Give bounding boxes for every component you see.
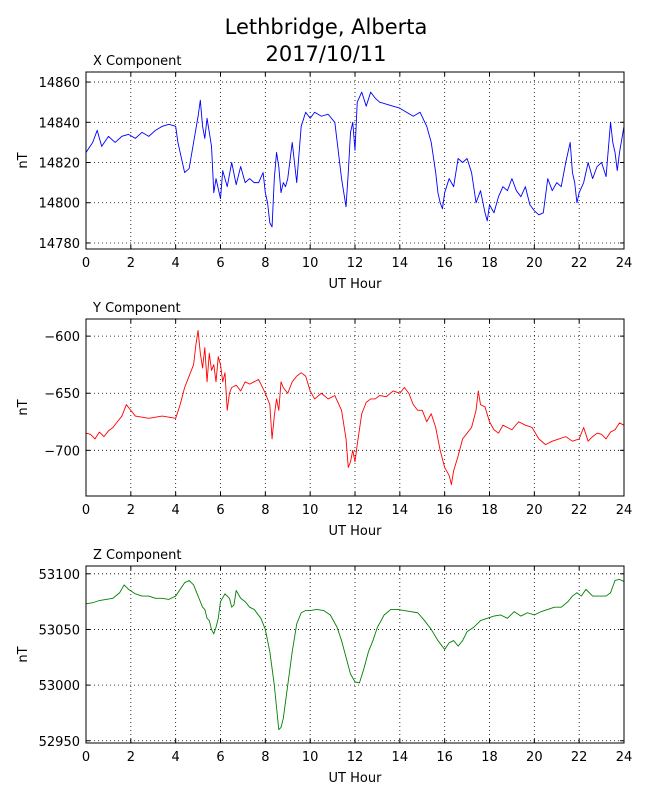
z-ytick-label: 52950 bbox=[39, 735, 80, 750]
z-xtick-label: 20 bbox=[526, 750, 543, 765]
x-component-panel: 0 2 4 6 8 10 12 14 16 18 20 22 241478014800148201484… bbox=[16, 54, 632, 292]
x-xtick-label: 24 bbox=[616, 256, 633, 271]
y-panel-title: Y Component bbox=[92, 301, 181, 316]
figure-title-line1: Lethbridge, Alberta bbox=[225, 15, 428, 39]
y-xtick-label: 10 bbox=[302, 503, 319, 518]
x-xtick-label: 20 bbox=[526, 256, 543, 271]
y-ytick-label: −600 bbox=[44, 330, 80, 345]
y-xtick-label: 14 bbox=[392, 503, 409, 518]
z-xtick-label: 14 bbox=[392, 750, 409, 765]
z-xaxis-label: UT Hour bbox=[329, 771, 383, 786]
x-xaxis-label: UT Hour bbox=[329, 277, 383, 292]
x-ytick-label: 14820 bbox=[39, 157, 80, 172]
x-xtick-label: 12 bbox=[347, 256, 364, 271]
z-xtick-label: 10 bbox=[302, 750, 319, 765]
z-ytick-label: 53000 bbox=[39, 679, 80, 694]
y-data-line bbox=[85, 329, 625, 486]
y-xaxis-label: UT Hour bbox=[329, 524, 383, 539]
y-xtick-label: 2 bbox=[127, 503, 135, 518]
x-ytick-label: 14800 bbox=[39, 197, 80, 212]
x-xtick-label: 0 bbox=[82, 256, 90, 271]
y-ytick-label: −650 bbox=[44, 387, 80, 402]
z-ytick-label: 53100 bbox=[39, 568, 80, 583]
x-xtick-label: 10 bbox=[302, 256, 319, 271]
z-xtick-label: 6 bbox=[216, 750, 224, 765]
y-xtick-label: 6 bbox=[216, 503, 224, 518]
x-xtick-label: 2 bbox=[127, 256, 135, 271]
y-yaxis-label: nT bbox=[16, 399, 31, 415]
z-xtick-label: 24 bbox=[616, 750, 633, 765]
y-xtick-label: 8 bbox=[261, 503, 269, 518]
z-xtick-label: 18 bbox=[481, 750, 498, 765]
figure-title-line2: 2017/10/11 bbox=[265, 42, 386, 66]
z-xtick-label: 8 bbox=[261, 750, 269, 765]
x-ytick-label: 14860 bbox=[39, 76, 80, 91]
y-xtick-label: 16 bbox=[436, 503, 453, 518]
x-data-line bbox=[85, 91, 625, 228]
z-xtick-label: 4 bbox=[172, 750, 180, 765]
z-xtick-label: 12 bbox=[347, 750, 364, 765]
x-ytick-label: 14780 bbox=[39, 237, 80, 252]
x-xtick-label: 22 bbox=[571, 256, 588, 271]
z-yaxis-label: nT bbox=[16, 646, 31, 662]
x-xtick-label: 6 bbox=[216, 256, 224, 271]
z-xtick-label: 0 bbox=[82, 750, 90, 765]
z-xtick-label: 22 bbox=[571, 750, 588, 765]
y-xtick-label: 12 bbox=[347, 503, 364, 518]
z-component-panel: 0 2 4 6 8 10 12 14 16 18 20 22 245295053000530505310… bbox=[16, 548, 632, 786]
z-data-line bbox=[85, 578, 625, 731]
x-xtick-label: 4 bbox=[172, 256, 180, 271]
x-yaxis-label: nT bbox=[16, 152, 31, 168]
y-xtick-label: 4 bbox=[172, 503, 180, 518]
y-xtick-label: 0 bbox=[82, 503, 90, 518]
x-xtick-label: 18 bbox=[481, 256, 498, 271]
y-xtick-label: 24 bbox=[616, 503, 633, 518]
z-xtick-label: 16 bbox=[436, 750, 453, 765]
x-xtick-label: 14 bbox=[392, 256, 409, 271]
x-xtick-label: 8 bbox=[261, 256, 269, 271]
x-xtick-label: 16 bbox=[436, 256, 453, 271]
z-panel-title: Z Component bbox=[93, 548, 182, 563]
z-xtick-label: 2 bbox=[127, 750, 135, 765]
z-ytick-label: 53050 bbox=[39, 623, 80, 638]
y-xtick-label: 20 bbox=[526, 503, 543, 518]
y-ytick-label: −700 bbox=[44, 444, 80, 459]
y-xtick-label: 18 bbox=[481, 503, 498, 518]
x-panel-title: X Component bbox=[93, 54, 182, 69]
y-xtick-label: 22 bbox=[571, 503, 588, 518]
x-ytick-label: 14840 bbox=[39, 116, 80, 131]
